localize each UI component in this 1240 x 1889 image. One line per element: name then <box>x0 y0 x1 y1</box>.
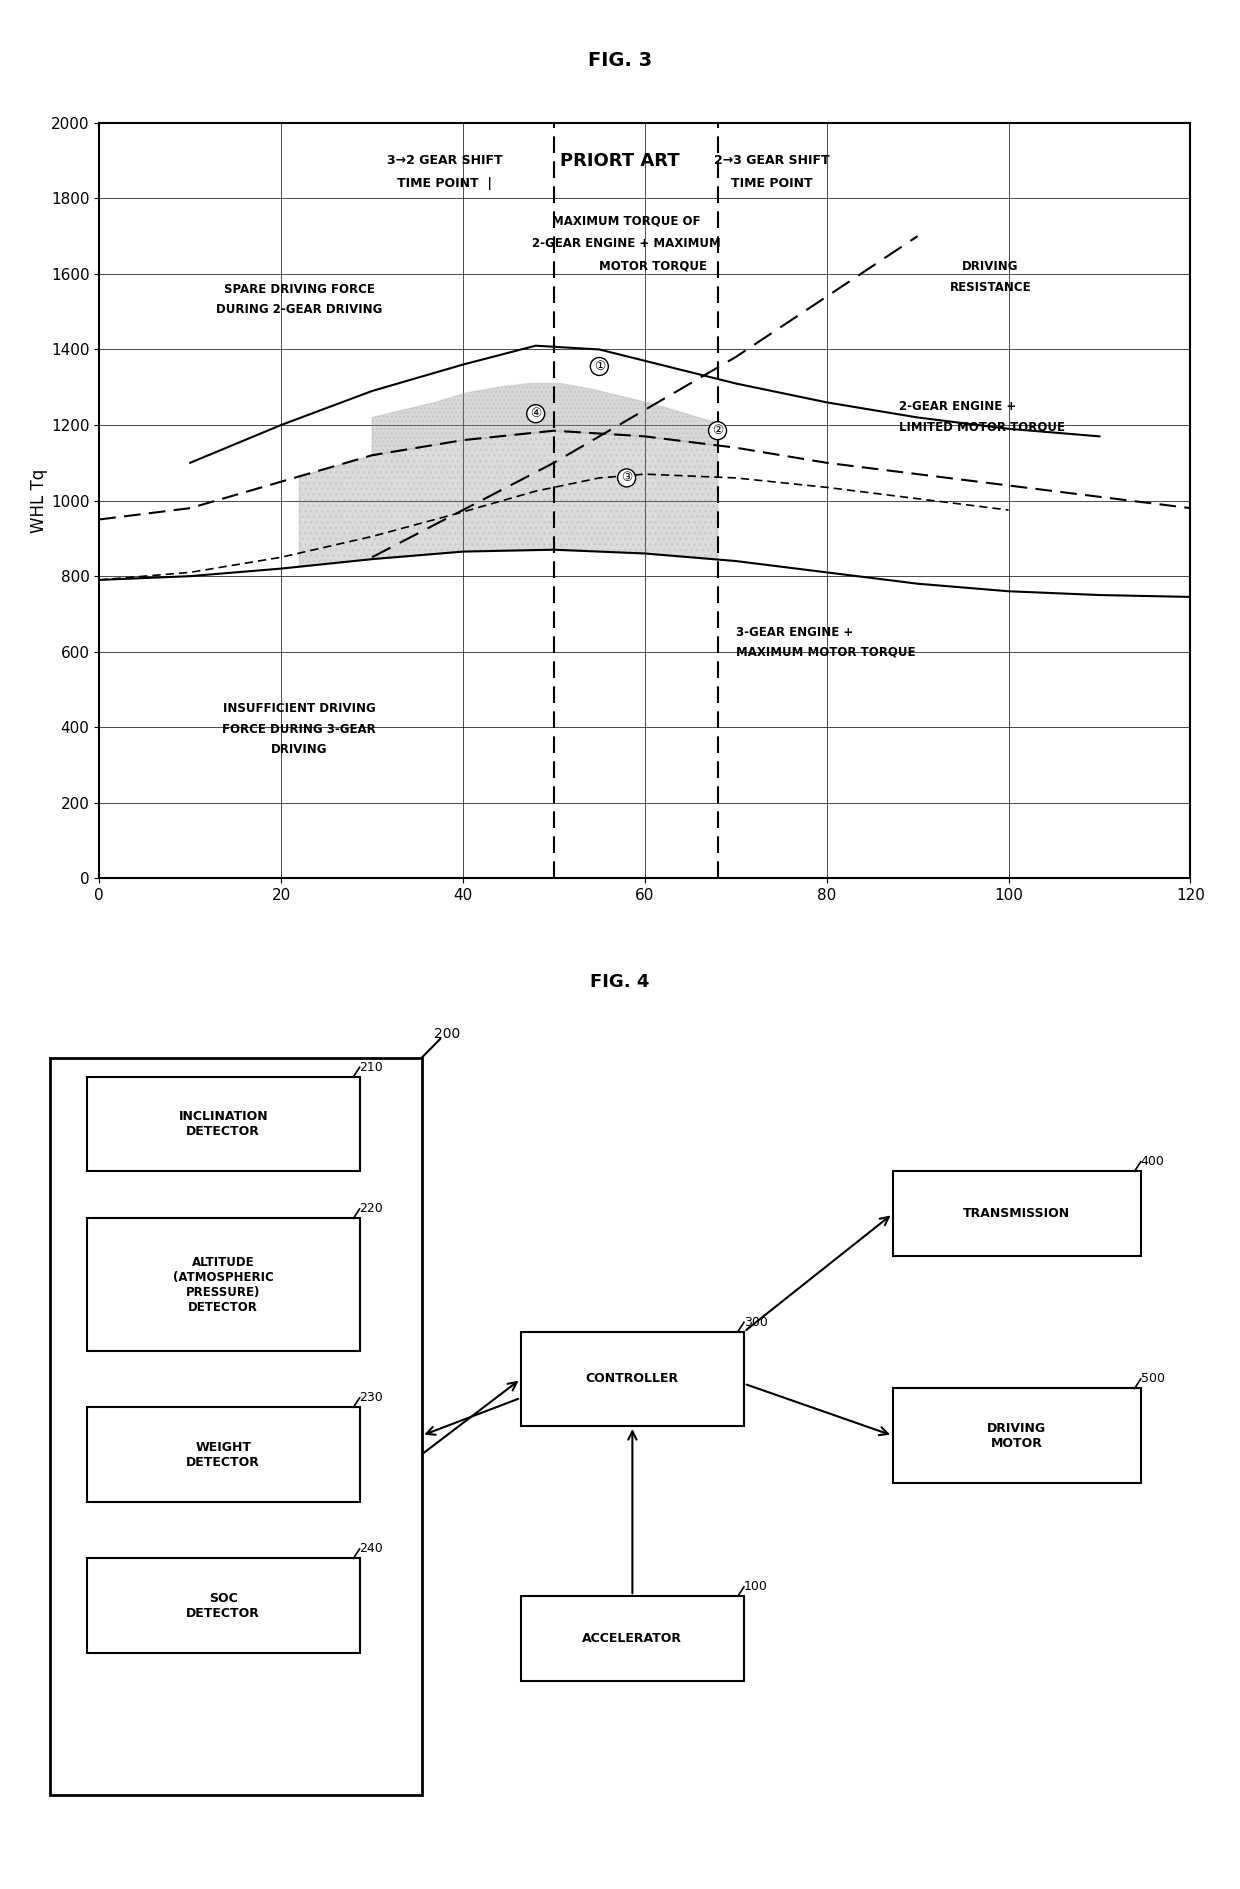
Text: 220: 220 <box>360 1203 383 1215</box>
Text: FIG. 4: FIG. 4 <box>590 973 650 992</box>
Y-axis label: WHL Tq: WHL Tq <box>30 468 48 533</box>
Text: SPARE DRIVING FORCE: SPARE DRIVING FORCE <box>223 283 374 295</box>
Text: TIME POINT  |: TIME POINT | <box>397 178 492 189</box>
Text: SOC
DETECTOR: SOC DETECTOR <box>186 1592 260 1619</box>
Text: DRIVING: DRIVING <box>962 261 1018 272</box>
FancyBboxPatch shape <box>893 1171 1141 1256</box>
Text: TRANSMISSION: TRANSMISSION <box>963 1207 1070 1220</box>
FancyBboxPatch shape <box>50 1058 422 1795</box>
Text: ALTITUDE
(ATMOSPHERIC
PRESSURE)
DETECTOR: ALTITUDE (ATMOSPHERIC PRESSURE) DETECTOR <box>172 1256 274 1313</box>
FancyBboxPatch shape <box>87 1407 360 1502</box>
Text: MAXIMUM MOTOR TORQUE: MAXIMUM MOTOR TORQUE <box>735 646 915 657</box>
FancyBboxPatch shape <box>87 1077 360 1171</box>
Text: TIME POINT: TIME POINT <box>732 178 813 189</box>
Text: MAXIMUM TORQUE OF: MAXIMUM TORQUE OF <box>552 215 701 227</box>
Text: ②: ② <box>712 425 723 436</box>
FancyBboxPatch shape <box>87 1218 360 1351</box>
FancyBboxPatch shape <box>521 1596 744 1681</box>
Text: ③: ③ <box>621 472 632 484</box>
Text: DRIVING: DRIVING <box>272 744 327 756</box>
Text: 230: 230 <box>360 1392 383 1404</box>
Text: CONTROLLER: CONTROLLER <box>585 1373 680 1385</box>
FancyBboxPatch shape <box>893 1388 1141 1483</box>
Text: 2-GEAR ENGINE +: 2-GEAR ENGINE + <box>899 400 1017 412</box>
Text: FIG. 3: FIG. 3 <box>588 51 652 70</box>
Text: ACCELERATOR: ACCELERATOR <box>583 1632 682 1645</box>
Text: ①: ① <box>594 361 605 372</box>
Text: 210: 210 <box>360 1062 383 1073</box>
Text: 200: 200 <box>434 1028 460 1041</box>
Text: LIMITED MOTOR TORQUE: LIMITED MOTOR TORQUE <box>899 421 1065 433</box>
Text: 2→3 GEAR SHIFT: 2→3 GEAR SHIFT <box>714 155 830 166</box>
FancyBboxPatch shape <box>87 1558 360 1653</box>
Text: INCLINATION
DETECTOR: INCLINATION DETECTOR <box>179 1111 268 1137</box>
Text: ④: ④ <box>529 408 542 419</box>
Text: DURING 2-GEAR DRIVING: DURING 2-GEAR DRIVING <box>216 304 382 315</box>
Text: INSUFFICIENT DRIVING: INSUFFICIENT DRIVING <box>223 703 376 714</box>
Text: 240: 240 <box>360 1543 383 1555</box>
Text: MOTOR TORQUE: MOTOR TORQUE <box>599 261 707 272</box>
Text: WEIGHT
DETECTOR: WEIGHT DETECTOR <box>186 1441 260 1468</box>
Text: 500: 500 <box>1141 1373 1164 1385</box>
Text: DRIVING
MOTOR: DRIVING MOTOR <box>987 1422 1047 1449</box>
Text: 3-GEAR ENGINE +: 3-GEAR ENGINE + <box>735 627 853 638</box>
Text: 300: 300 <box>744 1317 768 1328</box>
Text: 100: 100 <box>744 1581 768 1592</box>
Text: 2-GEAR ENGINE + MAXIMUM: 2-GEAR ENGINE + MAXIMUM <box>532 238 720 249</box>
Text: 400: 400 <box>1141 1156 1164 1167</box>
Text: 3→2 GEAR SHIFT: 3→2 GEAR SHIFT <box>387 155 502 166</box>
Text: FORCE DURING 3-GEAR: FORCE DURING 3-GEAR <box>222 723 376 735</box>
FancyBboxPatch shape <box>521 1332 744 1426</box>
Text: RESISTANCE: RESISTANCE <box>950 281 1032 293</box>
Text: PRIORT ART: PRIORT ART <box>560 151 680 170</box>
